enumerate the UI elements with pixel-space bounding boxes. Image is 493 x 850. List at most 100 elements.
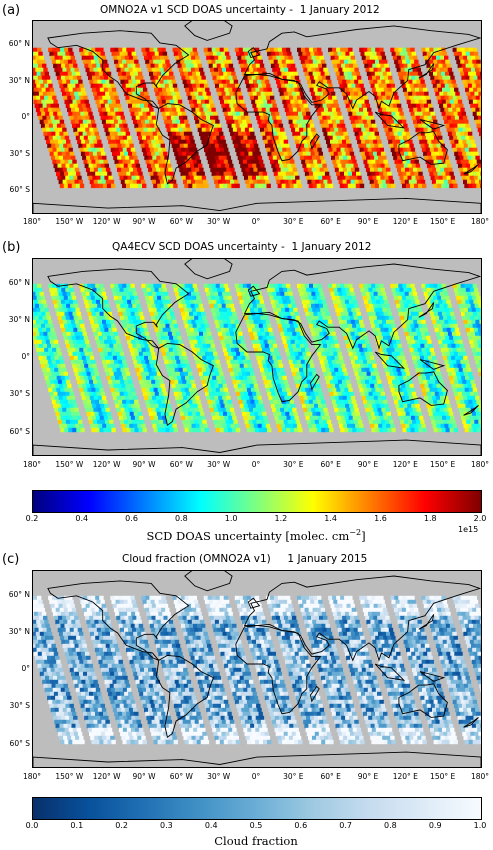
swath-cell: [226, 107, 231, 113]
swath-cell: [102, 347, 107, 353]
swath-cell: [94, 155, 99, 161]
swath-cell: [147, 67, 153, 73]
swath-cell: [466, 163, 471, 169]
swath-cell: [90, 423, 95, 429]
swath-cell: [252, 327, 257, 333]
swath-cell: [284, 179, 289, 185]
swath-cell: [317, 75, 323, 81]
swath-cell: [163, 103, 168, 109]
swath-cell: [91, 323, 96, 329]
swath-cell: [429, 107, 434, 113]
swath-cell: [207, 159, 213, 165]
swath-cell: [174, 367, 180, 373]
swath-cell: [361, 115, 366, 121]
swath-cell: [152, 83, 158, 89]
swath-cell: [288, 107, 294, 113]
swath-cell: [133, 95, 138, 101]
swath-cell: [168, 347, 174, 353]
swath-cell: [269, 371, 274, 377]
swath-cell: [278, 159, 283, 165]
swath-cell: [255, 415, 260, 421]
swath-cell: [51, 295, 57, 301]
swath-cell: [195, 83, 201, 89]
swath-cell: [201, 327, 207, 333]
swath-cell: [153, 183, 158, 189]
swath-cell: [168, 411, 174, 417]
swath-cell: [449, 183, 454, 189]
swath-cell: [79, 359, 84, 365]
swath-cell: [260, 175, 265, 181]
swath-cell: [33, 55, 36, 61]
swath-cell: [98, 307, 103, 313]
swath-cell: [227, 123, 232, 129]
swath-cell: [470, 91, 475, 97]
swath-cell: [443, 151, 448, 157]
swath-cell: [158, 415, 163, 421]
swath-cell: [33, 99, 38, 105]
swath-cell: [42, 127, 47, 133]
swath-cell: [306, 163, 311, 169]
swath-cell: [244, 391, 249, 397]
swath-cell: [93, 419, 98, 425]
swath-cell: [33, 339, 39, 345]
swath-cell: [251, 135, 256, 141]
swath-cell: [87, 147, 92, 153]
swath-cell: [267, 351, 272, 357]
swath-cell: [126, 387, 131, 393]
swath-cell: [140, 315, 145, 321]
swath-cell: [358, 143, 363, 149]
swath-cell: [106, 307, 111, 313]
swath-cell: [438, 135, 443, 141]
swath-cell: [392, 151, 397, 157]
swath-cell: [277, 411, 282, 417]
swath-cell: [165, 295, 170, 301]
swath-cell: [167, 303, 172, 309]
swath-cell: [235, 111, 241, 117]
swath-cell: [38, 63, 43, 69]
swath-cell: [110, 47, 115, 53]
swath-cell: [102, 295, 108, 301]
swath-cell: [278, 403, 284, 409]
swath-cell: [170, 367, 176, 373]
swath-cell: [129, 107, 134, 113]
swath-cell: [217, 139, 222, 145]
swath-cell: [468, 59, 473, 65]
swath-cell: [211, 171, 216, 177]
swath-cell: [265, 131, 270, 137]
swath-cell: [156, 307, 162, 313]
swath-cell: [252, 79, 258, 85]
swath-cell: [169, 323, 174, 329]
swath-cell: [228, 415, 233, 421]
swath-cell: [166, 327, 172, 333]
swath-cell: [195, 423, 200, 429]
swath-cell: [137, 95, 142, 101]
swath-cell: [158, 51, 164, 57]
swath-cell: [123, 391, 129, 397]
swath-cell: [302, 139, 308, 145]
swath-cell: [215, 387, 221, 393]
swath-cell: [79, 95, 84, 101]
swath-cell: [191, 83, 197, 89]
swath-cell: [56, 147, 61, 153]
swath-cell: [275, 163, 280, 169]
swath-cell: [64, 171, 69, 177]
swath-cell: [375, 171, 380, 177]
swath-cell: [184, 295, 189, 301]
swath-cell: [136, 419, 141, 425]
swath-cell: [353, 103, 359, 109]
swath-cell: [58, 115, 63, 121]
swath-cell: [196, 399, 201, 405]
swath-cell: [320, 183, 326, 189]
swath-cell: [333, 163, 338, 169]
swath-cell: [216, 175, 222, 181]
swath-cell: [110, 147, 116, 153]
swath-cell: [132, 67, 137, 73]
swath-cell: [358, 131, 363, 137]
swath-cell: [33, 59, 38, 65]
swath-cell: [156, 411, 162, 417]
swath-cell: [362, 143, 367, 149]
swath-cell: [118, 283, 123, 289]
swath-cell: [225, 419, 230, 425]
swath-cell: [53, 99, 58, 105]
swath-cell: [320, 71, 325, 77]
